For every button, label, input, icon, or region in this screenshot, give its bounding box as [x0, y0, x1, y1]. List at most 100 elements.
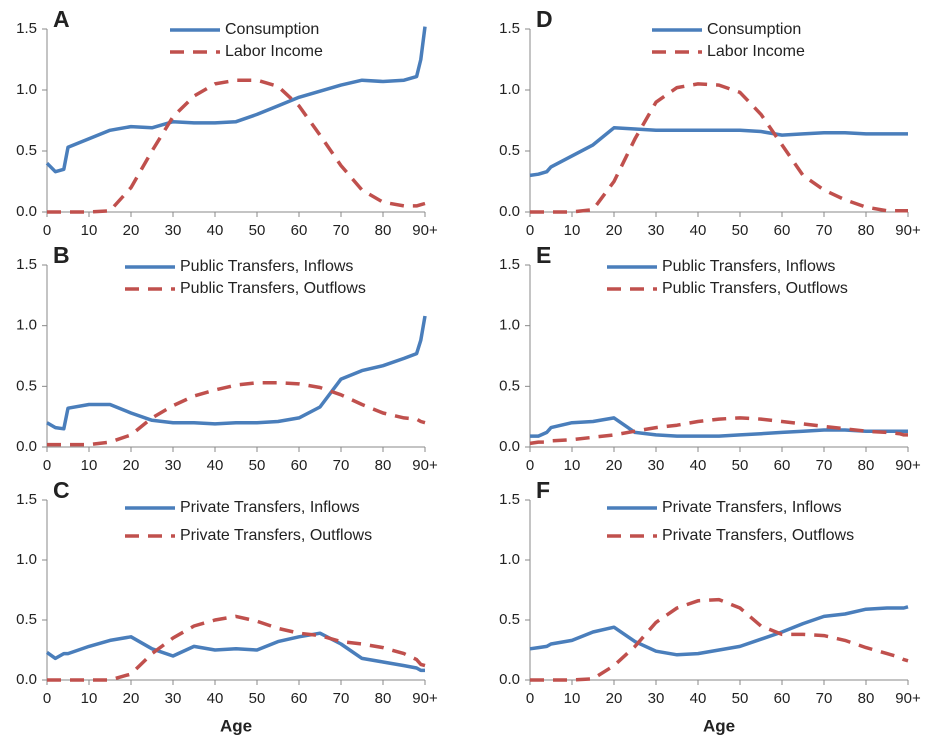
y-tick-label: 0.0 — [16, 203, 37, 220]
legend-label: Private Transfers, Outflows — [662, 527, 854, 544]
x-tick-label: 50 — [732, 690, 749, 707]
x-tick-label: 30 — [648, 690, 665, 707]
legend-label: Private Transfers, Inflows — [180, 499, 360, 516]
x-tick-label: 10 — [564, 457, 581, 474]
x-tick-label: 70 — [333, 457, 350, 474]
x-tick-label: 40 — [690, 457, 707, 474]
x-tick-label: 60 — [291, 690, 308, 707]
y-tick-label: 0.5 — [499, 611, 520, 628]
y-tick-label: 1.0 — [499, 551, 520, 568]
x-tick-label: 60 — [774, 690, 791, 707]
x-tick-label: 20 — [606, 457, 623, 474]
x-tick-label: 80 — [375, 690, 392, 707]
x-tick-label: 60 — [774, 457, 791, 474]
y-tick-label: 0.5 — [16, 142, 37, 159]
y-tick-label: 1.5 — [16, 491, 37, 508]
x-tick-label: 80 — [858, 222, 875, 239]
x-tick-label: 20 — [123, 457, 140, 474]
x-axis-label: Age — [220, 716, 252, 735]
x-tick-label: 10 — [81, 222, 98, 239]
legend-label: Labor Income — [707, 43, 805, 60]
series-line — [529, 605, 909, 657]
x-tick-label: 60 — [291, 457, 308, 474]
x-tick-label: 20 — [123, 690, 140, 707]
y-tick-label: 1.5 — [16, 20, 37, 37]
x-tick-label: 10 — [564, 222, 581, 239]
legend-label: Consumption — [225, 21, 319, 38]
x-tick-label: 40 — [207, 222, 224, 239]
x-tick-label: 20 — [606, 222, 623, 239]
x-tick-label: 30 — [165, 222, 182, 239]
series-line — [45, 26, 427, 174]
x-tick-label: 30 — [648, 457, 665, 474]
y-tick-label: 0.5 — [499, 377, 520, 394]
x-tick-label: 30 — [648, 222, 665, 239]
legend-label: Public Transfers, Outflows — [180, 280, 366, 297]
y-tick-label: 0.0 — [499, 203, 520, 220]
x-tick-label: 70 — [333, 222, 350, 239]
y-tick-label: 1.0 — [16, 81, 37, 98]
series-line — [47, 380, 426, 447]
y-tick-label: 0.5 — [499, 142, 520, 159]
x-tick-label: 60 — [291, 222, 308, 239]
series-line — [46, 315, 427, 431]
series-line — [45, 631, 425, 673]
y-tick-label: 1.0 — [499, 317, 520, 334]
x-tick-label: 0 — [43, 690, 51, 707]
legend-label: Public Transfers, Inflows — [662, 258, 835, 275]
x-tick-label: 80 — [858, 690, 875, 707]
x-tick-label: 80 — [375, 222, 392, 239]
x-tick-label: 40 — [207, 457, 224, 474]
panel-letter: F — [536, 477, 550, 503]
x-tick-label: 90+ — [895, 222, 921, 239]
x-axis-label: Age — [703, 716, 735, 735]
x-tick-label: 0 — [526, 457, 534, 474]
y-tick-label: 1.0 — [16, 317, 37, 334]
x-tick-label: 80 — [858, 457, 875, 474]
series-line — [529, 126, 908, 178]
y-tick-label: 1.5 — [499, 20, 520, 37]
y-tick-label: 1.0 — [16, 551, 37, 568]
panel-letter: A — [53, 6, 70, 32]
series-line — [47, 78, 426, 214]
x-tick-label: 0 — [43, 457, 51, 474]
legend-label: Public Transfers, Inflows — [180, 258, 353, 275]
x-tick-label: 10 — [81, 457, 98, 474]
x-tick-label: 70 — [333, 690, 350, 707]
x-tick-label: 50 — [249, 222, 266, 239]
x-tick-label: 40 — [690, 690, 707, 707]
x-tick-label: 60 — [774, 222, 791, 239]
y-tick-label: 0.0 — [499, 671, 520, 688]
panel-letter: C — [53, 477, 70, 503]
x-tick-label: 50 — [249, 690, 266, 707]
panel-letter: D — [536, 6, 553, 32]
y-tick-label: 0.0 — [499, 438, 520, 455]
panel-letter: B — [53, 242, 70, 268]
x-tick-label: 20 — [606, 690, 623, 707]
y-tick-label: 0.0 — [16, 438, 37, 455]
panel-letter: E — [536, 242, 551, 268]
legend-label: Labor Income — [225, 43, 323, 60]
y-tick-label: 0.5 — [16, 377, 37, 394]
series-line — [530, 597, 909, 682]
x-tick-label: 90+ — [895, 690, 921, 707]
x-tick-label: 80 — [375, 457, 392, 474]
legend-label: Consumption — [707, 21, 801, 38]
x-tick-label: 50 — [249, 457, 266, 474]
x-tick-label: 70 — [816, 222, 833, 239]
x-tick-label: 10 — [564, 690, 581, 707]
x-tick-label: 90+ — [412, 690, 438, 707]
x-tick-label: 90+ — [412, 457, 438, 474]
x-tick-label: 90+ — [895, 457, 921, 474]
x-tick-label: 50 — [732, 222, 749, 239]
legend-label: Private Transfers, Outflows — [180, 527, 372, 544]
x-tick-label: 0 — [526, 690, 534, 707]
x-tick-label: 40 — [690, 222, 707, 239]
legend-label: Private Transfers, Inflows — [662, 499, 842, 516]
series-line — [47, 614, 426, 682]
y-tick-label: 0.5 — [16, 611, 37, 628]
x-tick-label: 20 — [123, 222, 140, 239]
x-tick-label: 70 — [816, 690, 833, 707]
x-tick-label: 10 — [81, 690, 98, 707]
